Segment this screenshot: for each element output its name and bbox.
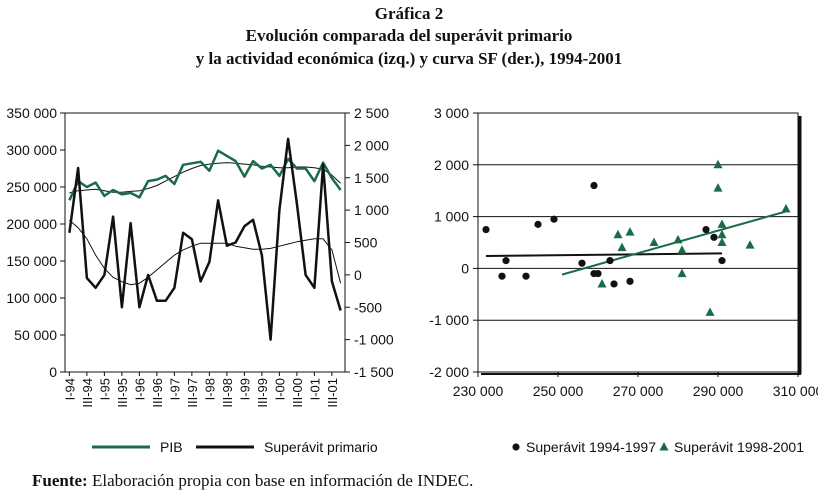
- point-1998-2001: [613, 229, 623, 239]
- source-text: Elaboración propia con base en informaci…: [91, 471, 474, 490]
- right-chart-y-tick-label: -2 000: [429, 364, 469, 380]
- point-1998-2001: [649, 237, 659, 246]
- point-1998-2001: [677, 245, 687, 254]
- point-1994-1997: [534, 220, 542, 228]
- right-chart-y-tick-label: 2 000: [434, 157, 469, 173]
- left-x-tick-label: III-01: [325, 378, 340, 408]
- right-y-tick-label: 1 500: [354, 170, 389, 186]
- point-1994-1997: [606, 257, 614, 265]
- point-1998-2001: [713, 159, 723, 169]
- right-y-tick-label: -500: [354, 299, 382, 315]
- left-plot-frame: [64, 112, 346, 373]
- legend-1994-1997-marker: [512, 443, 520, 451]
- point-1994-1997: [578, 259, 586, 267]
- right-chart-x-tick-label: 270 000: [613, 383, 664, 399]
- point-1998-2001: [617, 242, 627, 252]
- superavit-line: [68, 137, 342, 341]
- fit-line-1994-1997: [485, 252, 723, 257]
- left-x-tick-label: I-01: [307, 378, 322, 400]
- left-x-tick-label: I-95: [97, 378, 112, 400]
- legend-1998-2001-marker: [659, 442, 669, 451]
- legend-1994-1997-label: Superávit 1994-1997: [526, 439, 656, 455]
- left-x-tick-label: III-98: [220, 378, 235, 408]
- point-1994-1997: [702, 225, 710, 234]
- point-1998-2001: [781, 203, 791, 213]
- point-1998-2001: [705, 307, 715, 316]
- point-1994-1997: [718, 257, 726, 265]
- point-1998-2001: [673, 234, 683, 244]
- left-y-tick-label: 100 000: [6, 290, 57, 306]
- point-1998-2001: [713, 183, 723, 192]
- chart-canvas: 350 000 300 000 250 000 200 000 150 000 100 0…: [6, 105, 818, 455]
- left-x-tick-label: I-98: [202, 378, 217, 400]
- right-chart-y-tick-label: 1 000: [434, 209, 469, 225]
- point-1998-2001: [717, 237, 727, 246]
- left-x-tick-label: I-99: [237, 378, 252, 400]
- left-y-tick-label: 150 000: [6, 253, 57, 269]
- point-1998-2001: [625, 227, 635, 236]
- left-x-tick-label: I-94: [62, 378, 77, 400]
- left-y-tick-label: 300 000: [6, 142, 57, 158]
- left-x-tick-label: I-00: [272, 378, 287, 400]
- left-x-tick-label: III-00: [290, 378, 305, 408]
- title-line-1: Evolución comparada del superávit primar…: [245, 26, 573, 45]
- right-y-tick-label: 0: [354, 267, 362, 283]
- point-1994-1997: [594, 269, 602, 278]
- left-x-tick-label: III-99: [255, 378, 270, 408]
- left-x-tick-label: III-96: [150, 378, 165, 408]
- point-1994-1997: [502, 257, 510, 265]
- left-y-tick-label: 250 000: [6, 179, 57, 195]
- pib-line: [68, 149, 342, 201]
- point-1994-1997: [498, 272, 506, 280]
- title-line-2: y la actividad económica (izq.) y curva …: [195, 49, 623, 68]
- right-y-tick-label: 500: [354, 235, 378, 251]
- point-1994-1997: [590, 181, 598, 190]
- point-1998-2001: [597, 278, 607, 288]
- left-x-tick-label: I-97: [167, 378, 182, 400]
- right-chart-x-tick-label: 310 000: [773, 383, 818, 399]
- point-1994-1997: [710, 233, 718, 241]
- source-note: Fuente: Elaboración propia con base en i…: [32, 471, 473, 491]
- point-1998-2001: [717, 219, 727, 228]
- figure-label: Gráfica 2: [374, 4, 444, 23]
- right-chart-y-tick-label: 0: [461, 260, 469, 276]
- source-label: Fuente:: [32, 471, 88, 490]
- left-y-tick-label: 350 000: [6, 105, 57, 121]
- point-1994-1997: [522, 272, 530, 280]
- right-chart-x-tick-label: 230 000: [453, 383, 504, 399]
- right-chart-x-tick-label: 290 000: [693, 383, 744, 399]
- left-y-tick-label: 50 000: [14, 327, 57, 343]
- legend-superavit-label: Superávit primario: [264, 439, 378, 455]
- left-x-tick-label: III-94: [80, 378, 95, 408]
- left-x-tick-label: III-95: [115, 378, 130, 408]
- right-y-tick-label: 2 000: [354, 137, 389, 153]
- left-x-tick-label: III-97: [185, 378, 200, 408]
- point-1994-1997: [550, 215, 558, 223]
- point-1994-1997: [482, 225, 490, 234]
- right-chart-x-tick-label: 250 000: [533, 383, 584, 399]
- right-chart-y-tick-label: 3 000: [434, 105, 469, 121]
- legend-1998-2001-label: Superávit 1998-2001: [674, 439, 804, 455]
- right-y-tick-label: 1 000: [354, 202, 389, 218]
- right-y-tick-label: -1 500: [354, 364, 394, 380]
- left-y-tick-label: 200 000: [6, 216, 57, 232]
- point-1994-1997: [610, 280, 618, 288]
- left-y-tick-label: 0: [49, 364, 57, 380]
- left-x-tick-label: I-96: [132, 378, 147, 400]
- point-1998-2001: [677, 268, 687, 278]
- point-1994-1997: [626, 277, 634, 285]
- right-chart-y-tick-label: -1 000: [429, 312, 469, 328]
- legend-pib-label: PIB: [160, 439, 183, 455]
- point-1998-2001: [717, 229, 727, 239]
- point-1998-2001: [745, 240, 755, 249]
- right-y-tick-label: 2 500: [354, 105, 389, 121]
- pib-trend-line: [69, 219, 342, 286]
- right-y-tick-label: -1 000: [354, 332, 394, 348]
